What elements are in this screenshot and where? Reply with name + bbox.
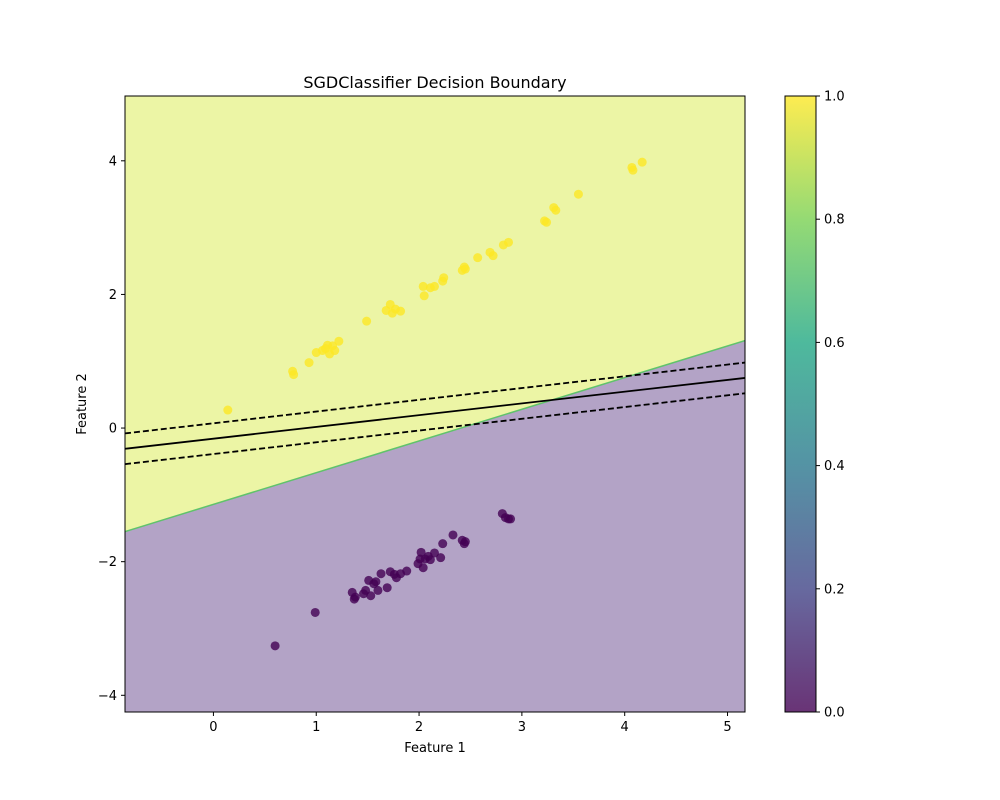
decision-boundary-line — [125, 377, 745, 450]
class-1-point — [439, 273, 449, 283]
class-1-point — [628, 165, 638, 175]
class-1-point — [473, 253, 483, 263]
x-tick-label: 3 — [518, 720, 526, 735]
class-1-point — [289, 370, 299, 380]
y-tick-label: 2 — [109, 288, 117, 303]
region-edge-line — [125, 339, 745, 533]
class-1-point — [542, 217, 552, 227]
class-1-point — [330, 346, 340, 356]
x-tick-label: 5 — [723, 720, 731, 735]
class-0-point — [376, 569, 386, 579]
class-1-points — [223, 157, 647, 415]
class-1-point — [637, 157, 647, 167]
class-0-point — [382, 583, 392, 593]
class-0-region — [125, 340, 745, 712]
colorbar-tick-label: 0.8 — [824, 213, 845, 228]
colorbar-gradient — [785, 96, 816, 712]
class-0-point — [270, 641, 280, 651]
class-0-point — [373, 585, 383, 595]
class-0-point — [460, 537, 470, 547]
class-1-point — [418, 281, 428, 291]
x-axis: 0 1 2 3 4 5 — [209, 712, 732, 735]
class-0-point — [438, 539, 448, 549]
class-0-point — [366, 591, 376, 601]
colorbar-tick-label: 0.0 — [824, 706, 845, 721]
class-0-point — [418, 563, 428, 573]
chart-title: SGDClassifier Decision Boundary — [303, 73, 566, 92]
y-axis: −4 −2 0 2 4 — [98, 154, 125, 704]
class-1-point — [334, 336, 344, 346]
y-tick-label: −2 — [98, 555, 117, 570]
colorbar-tick-label: 0.2 — [824, 582, 845, 597]
x-axis-label: Feature 1 — [404, 741, 466, 756]
class-1-point — [223, 405, 233, 415]
class-0-point — [448, 530, 458, 540]
x-tick-label: 4 — [621, 720, 629, 735]
class-0-point — [429, 548, 439, 558]
class-1-point — [419, 291, 429, 301]
colorbar: 0.0 0.2 0.4 0.6 0.8 1.0 — [784, 90, 845, 721]
class-0-point — [310, 607, 320, 617]
plot-area — [125, 96, 745, 712]
class-0-point — [371, 577, 381, 587]
class-1-point — [429, 281, 439, 291]
class-0-points — [270, 509, 516, 651]
class-1-point — [362, 316, 372, 326]
y-tick-label: 0 — [109, 422, 117, 437]
upper-margin-line — [125, 361, 745, 435]
colorbar-tick-label: 0.4 — [824, 459, 845, 474]
class-1-point — [504, 237, 514, 247]
colorbar-ticks: 0.0 0.2 0.4 0.6 0.8 1.0 — [816, 90, 845, 721]
class-0-point — [402, 566, 412, 576]
class-0-point — [350, 592, 360, 602]
y-axis-label: Feature 2 — [75, 373, 90, 435]
plot-frame — [124, 95, 746, 713]
class-1-point — [304, 358, 314, 368]
colorbar-frame — [784, 95, 817, 713]
class-0-point — [436, 553, 446, 563]
y-tick-label: 4 — [109, 154, 117, 169]
y-tick-label: −4 — [98, 689, 117, 704]
class-1-point — [396, 306, 406, 316]
class-0-point — [425, 555, 435, 565]
class-0-point — [506, 514, 516, 524]
class-1-point — [460, 264, 470, 274]
x-tick-label: 0 — [209, 720, 217, 735]
class-0-point — [416, 547, 426, 557]
colorbar-tick-label: 0.6 — [824, 336, 845, 351]
lower-margin-line — [125, 392, 745, 466]
class-1-point — [573, 189, 583, 199]
class-1-point — [488, 251, 498, 261]
x-tick-label: 1 — [312, 720, 320, 735]
class-1-region — [125, 96, 745, 532]
x-tick-label: 2 — [415, 720, 423, 735]
colorbar-tick-label: 1.0 — [824, 90, 845, 105]
class-1-point — [551, 205, 561, 215]
